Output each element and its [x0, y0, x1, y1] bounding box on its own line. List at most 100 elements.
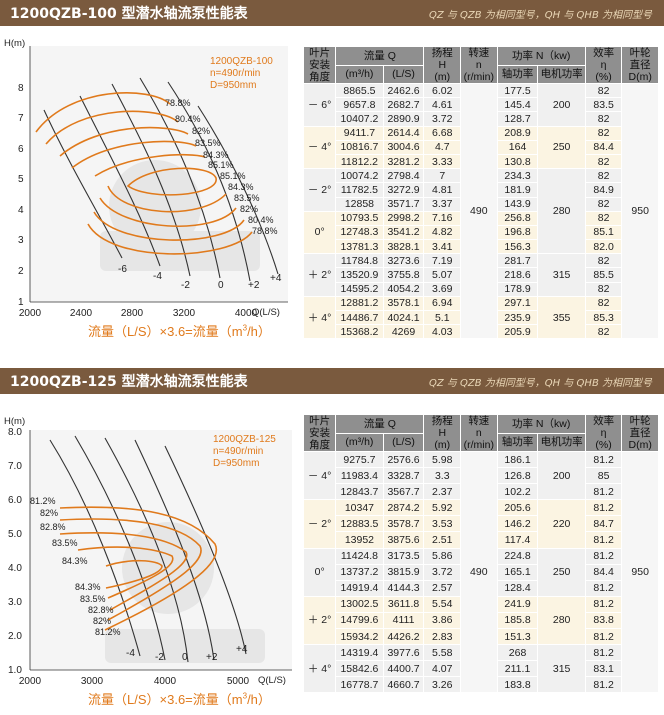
- table-row: 16778.7 4660.7 3.26 183.8 81.2: [304, 676, 659, 694]
- efficiency-cell: 82: [584, 281, 623, 297]
- table-row: 14919.4 4144.3 2.57 128.4 81.2: [304, 579, 659, 597]
- efficiency-label: 78.8%: [165, 98, 191, 108]
- header-head: 扬程 H (m): [423, 46, 462, 84]
- flow-ls-cell: 3977.6: [382, 644, 425, 662]
- x-tick: 3200: [173, 308, 196, 319]
- table-row: 11782.5 3272.9 4.81 181.9 84.9: [304, 182, 659, 198]
- head-cell: 7.19: [423, 253, 462, 269]
- blade-angle-curves: [49, 435, 247, 663]
- flow-m3h-cell: 11812.2: [335, 153, 384, 170]
- y-tick: 7.0: [8, 461, 22, 472]
- head-cell: 2.37: [423, 483, 462, 501]
- efficiency-cell: 82: [584, 324, 623, 340]
- table-row: 15842.6 4400.7 4.07 211.1 83.1: [304, 660, 659, 678]
- head-cell: 4.61: [423, 97, 462, 113]
- shaft-power-cell: 205.9: [496, 324, 539, 340]
- blade-angle-labels: -4 -2 0 +2 +4: [126, 644, 248, 663]
- shaft-power-cell: 128.4: [496, 579, 539, 597]
- head-cell: 7: [423, 168, 462, 184]
- efficiency-labels: 78.8% 80.4% 82% 83.5% 84.3% 85.1% 85.1% …: [165, 98, 278, 236]
- head-cell: 3.86: [423, 611, 462, 630]
- blade-angle-label: +2: [248, 280, 260, 291]
- flow-ls-cell: 2462.6: [382, 82, 425, 99]
- blade-curve: [167, 81, 251, 282]
- motor-power-cell: 315: [537, 644, 586, 694]
- shaft-power-cell: 117.4: [496, 531, 539, 549]
- efficiency-label: 81.2%: [95, 627, 121, 637]
- table-row: ＋ 2° 13002.5 3611.8 5.54 241.9 280 81.2: [302, 595, 659, 646]
- section-title: 1200QZB-100 型潜水轴流泵性能表: [10, 6, 248, 22]
- shaft-power-cell: 126.8: [496, 467, 539, 485]
- flow-ls-cell: 3281.2: [382, 153, 425, 170]
- impeller-cell: 950: [621, 450, 659, 694]
- efficiency-cell: 83.8: [584, 611, 623, 630]
- efficiency-cell: 81.2: [584, 579, 623, 597]
- y-tick: 1: [18, 297, 24, 308]
- y-tick: 6.0: [8, 495, 22, 506]
- shaft-power-cell: 241.9: [496, 595, 539, 613]
- flow-ls-cell: 3578.7: [382, 515, 425, 533]
- flow-m3h-cell: 13520.9: [335, 267, 384, 283]
- flow-ls-cell: 2998.2: [382, 210, 425, 226]
- blade-angle-cell: － 4°: [302, 450, 337, 501]
- header-speed: 转速 n (r/min): [460, 414, 498, 452]
- flow-m3h-cell: 9657.8: [335, 97, 384, 113]
- blade-angle-label: -2: [181, 280, 190, 291]
- blade-curve: [197, 105, 279, 275]
- blade-curve: [111, 83, 191, 277]
- shaft-power-cell: 181.9: [496, 182, 539, 198]
- blade-angle-label: +2: [206, 652, 218, 663]
- efficiency-cell: 84.9: [584, 182, 623, 198]
- efficiency-label: 80.4%: [175, 114, 201, 124]
- flow-m3h-cell: 15842.6: [335, 660, 384, 678]
- efficiency-contour: [77, 546, 174, 599]
- flow-ls-cell: 3173.5: [382, 547, 425, 565]
- efficiency-contour: [87, 223, 253, 255]
- flow-ls-cell: 3571.7: [382, 196, 425, 212]
- x-tick: 2800: [121, 308, 144, 319]
- y-tick: 1.0: [8, 665, 22, 676]
- table-row: 0° 11424.8 3173.5 5.86 224.8 250 81.2: [302, 547, 659, 597]
- efficiency-label: 82%: [192, 126, 210, 136]
- chart-watermark: [105, 522, 265, 663]
- header-flow-ls: (L/S): [382, 432, 425, 452]
- head-cell: 3.53: [423, 515, 462, 533]
- table-row: ＋ 2° 11784.8 3273.6 7.19 281.7 315 82: [302, 253, 659, 297]
- table-row: 0° 10793.5 2998.2 7.16 256.8 82: [302, 210, 659, 255]
- head-cell: 5.54: [423, 595, 462, 613]
- blade-angle-label: 0: [182, 652, 188, 663]
- table-row: ＋ 4° 12881.2 3578.1 6.94 297.1 355 82: [302, 295, 659, 340]
- performance-chart: H(m) Q(L/S) 1 2 3 4 5 6 7 8 2000 2400 28…: [4, 38, 288, 319]
- efficiency-label: 84.3%: [75, 582, 101, 592]
- flow-m3h-cell: 14486.7: [335, 309, 384, 326]
- motor-power-cell: 200: [537, 83, 586, 127]
- efficiency-contours: [59, 506, 218, 631]
- head-cell: 5.92: [423, 499, 462, 517]
- head-cell: 5.58: [423, 644, 462, 662]
- pump-section-125: 1200QZB-125 型潜水轴流泵性能表 QZ 与 QZB 为相同型号，QH …: [0, 368, 664, 715]
- table-row: 13781.3 3828.1 3.41 156.3 82.0: [304, 239, 659, 255]
- performance-table: 叶片 安装 角度 流量 Q 扬程 H (m) 转速 n (r/min) 功率 N（kw) 效…: [302, 46, 659, 340]
- efficiency-label: 83.5%: [195, 138, 221, 148]
- flow-ls-cell: 4144.3: [382, 579, 425, 597]
- efficiency-cell: 82: [584, 125, 623, 141]
- head-cell: 3.72: [423, 563, 462, 581]
- head-cell: 6.94: [423, 295, 462, 312]
- head-cell: 4.82: [423, 224, 462, 241]
- table-row: 11983.4 3328.7 3.3 126.8 85: [304, 467, 659, 485]
- motor-power-cell: 250: [537, 125, 586, 170]
- efficiency-label: 85.1%: [220, 171, 246, 181]
- flow-ls-cell: 3578.1: [382, 295, 425, 312]
- header-shaft-power: 轴功率: [496, 64, 539, 84]
- header-efficiency: 效率 η (%): [584, 46, 623, 84]
- flow-m3h-cell: 14799.6: [335, 611, 384, 630]
- blade-curve: [74, 435, 166, 661]
- efficiency-cell: 82: [584, 82, 623, 99]
- flow-ls-cell: 4054.2: [382, 281, 425, 297]
- legend-diameter: D=950mm: [210, 80, 256, 91]
- header-motor-power: 电机功率: [537, 64, 586, 84]
- header-impeller: 叶轮 直径 D(m): [621, 46, 659, 84]
- efficiency-contour: [107, 185, 227, 213]
- flow-m3h-cell: 13737.2: [335, 563, 384, 581]
- efficiency-cell: 82.0: [584, 239, 623, 255]
